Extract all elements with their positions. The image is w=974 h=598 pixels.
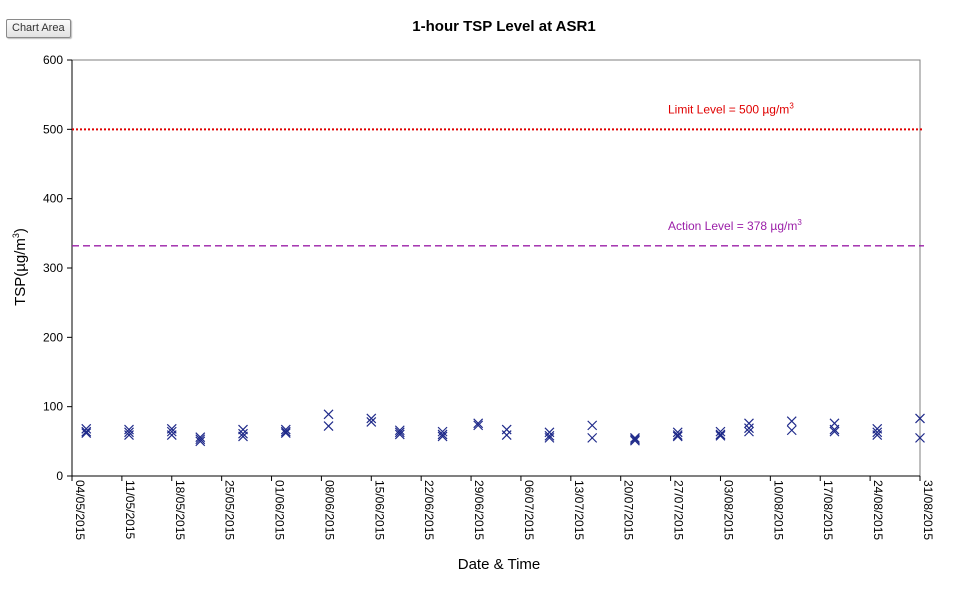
x-tick-label: 25/05/2015 [223, 480, 237, 540]
data-point [587, 420, 598, 431]
data-point [715, 426, 726, 437]
y-axis-title: TSP(µg/m3) [11, 228, 29, 306]
limit-level-label: Limit Level = 500 µg/m3 [668, 101, 794, 116]
x-axis-title: Date & Time [458, 556, 541, 573]
x-tick-label: 04/05/2015 [73, 480, 87, 540]
x-tick-label: 20/07/2015 [622, 480, 636, 540]
data-point [394, 429, 405, 440]
data-point [280, 426, 291, 437]
data-point [81, 428, 92, 438]
x-tick-label: 15/06/2015 [372, 480, 386, 540]
data-point [630, 434, 640, 445]
data-point [124, 427, 134, 438]
x-tick-label: 10/08/2015 [771, 480, 785, 540]
data-point [195, 432, 206, 443]
data-point [323, 421, 334, 432]
y-tick-label: 400 [43, 192, 63, 206]
data-point [786, 416, 797, 427]
data-point [280, 424, 291, 435]
x-tick-label: 08/06/2015 [322, 480, 336, 540]
x-tick-label: 18/05/2015 [173, 480, 187, 540]
x-tick-label: 01/06/2015 [273, 480, 287, 540]
y-tick-label: 200 [43, 330, 63, 344]
x-tick-label: 11/05/2015 [123, 480, 137, 539]
data-point [280, 428, 291, 438]
action-level-label: Action Level = 378 µg/m3 [668, 218, 802, 233]
data-point [544, 432, 555, 443]
y-tick-label: 500 [43, 122, 63, 136]
data-point [672, 430, 683, 441]
data-point [238, 431, 248, 442]
data-point [587, 432, 598, 443]
data-point [166, 430, 177, 441]
data-point [81, 426, 92, 437]
data-point [872, 430, 883, 441]
data-point [501, 430, 512, 441]
data-point [366, 416, 377, 427]
data-point [366, 413, 377, 424]
data-point [630, 432, 640, 443]
data-point [915, 432, 925, 443]
data-point [195, 434, 206, 445]
data-point [394, 425, 405, 436]
data-point [672, 427, 683, 438]
x-tick-label: 31/08/2015 [921, 480, 935, 540]
data-point [238, 428, 248, 439]
data-point [437, 431, 448, 442]
data-point [473, 418, 484, 429]
x-tick-label: 24/08/2015 [871, 480, 885, 540]
x-tick-label: 27/07/2015 [672, 480, 686, 540]
data-point [829, 424, 840, 435]
data-point [394, 427, 405, 438]
data-point [715, 429, 726, 440]
data-point [672, 431, 683, 442]
x-tick-label: 17/08/2015 [821, 480, 835, 540]
data-point [195, 436, 206, 447]
chart-title: 1-hour TSP Level at ASR1 [412, 18, 595, 35]
y-tick-label: 300 [43, 261, 63, 275]
data-point [829, 426, 840, 437]
y-tick-label: 100 [43, 400, 63, 414]
data-point [323, 409, 334, 420]
chart-area-button[interactable]: Chart Area [6, 19, 71, 38]
data-point [872, 427, 883, 438]
data-point [715, 430, 726, 441]
x-tick-label: 13/07/2015 [572, 480, 586, 540]
data-point [166, 426, 177, 437]
x-tick-label: 29/06/2015 [472, 480, 486, 540]
data-point [437, 429, 448, 440]
y-tick-label: 600 [43, 53, 63, 67]
data-point [544, 430, 555, 441]
data-point [744, 418, 754, 429]
data-point [744, 426, 754, 437]
data-point [124, 430, 134, 441]
data-point [437, 426, 448, 437]
data-point [238, 424, 248, 435]
x-tick-label: 03/08/2015 [721, 480, 735, 540]
x-tick-label: 22/06/2015 [422, 480, 436, 540]
data-point [81, 423, 92, 434]
data-point [786, 425, 797, 436]
data-point [915, 413, 925, 424]
data-point [744, 423, 754, 434]
data-point [630, 435, 640, 446]
data-point [473, 420, 484, 431]
y-tick-label: 0 [56, 469, 63, 483]
plot-area-border [71, 59, 921, 477]
x-tick-label: 06/07/2015 [522, 480, 536, 540]
